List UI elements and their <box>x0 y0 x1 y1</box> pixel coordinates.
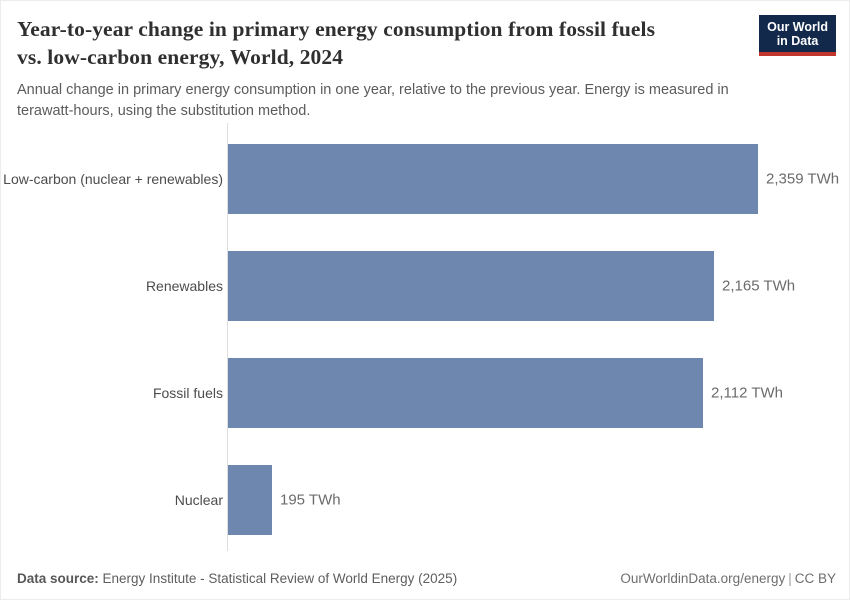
value-label: 2,359 TWh <box>766 170 840 188</box>
chart-subtitle: Annual change in primary energy consumpt… <box>17 80 739 122</box>
owid-url-link[interactable]: OurWorldinData.org/energy <box>620 571 786 586</box>
chart-header: Year-to-year change in primary energy co… <box>17 15 739 122</box>
bar-row-nuclear: Nuclear 195 TWh <box>1 465 849 535</box>
data-source-label: Data source: <box>17 571 99 586</box>
chart-footer: Data source: Energy Institute - Statisti… <box>17 571 836 586</box>
y-axis-line <box>227 123 228 551</box>
category-label: Nuclear <box>174 492 223 508</box>
chart-title-line-2: vs. low-carbon energy, World, 2024 <box>17 45 344 69</box>
category-label: Low-carbon (nuclear + renewables) <box>3 171 223 187</box>
data-source-text: Energy Institute - Statistical Review of… <box>98 571 458 586</box>
chart-title-line-1: Year-to-year change in primary energy co… <box>17 17 656 41</box>
bar-row-renewables: Renewables 2,165 TWh <box>1 251 849 321</box>
category-label: Fossil fuels <box>152 385 223 401</box>
bar-row-fossil-fuels: Fossil fuels 2,112 TWh <box>1 358 849 428</box>
bar-renewables <box>228 251 714 321</box>
value-label: 2,165 TWh <box>722 277 796 295</box>
value-label: 195 TWh <box>280 491 341 509</box>
footer-separator: | <box>788 571 792 586</box>
category-label: Renewables <box>145 278 223 294</box>
owid-logo-line-2: in Data <box>776 34 819 48</box>
bar-chart: Low-carbon (nuclear + renewables) 2,359 … <box>1 123 849 551</box>
data-source-note: Data source: Energy Institute - Statisti… <box>17 571 457 586</box>
value-label: 2,112 TWh <box>711 384 783 402</box>
chart-title: Year-to-year change in primary energy co… <box>17 15 739 71</box>
owid-logo-line-1: Our World <box>767 20 828 34</box>
bar-low-carbon <box>228 144 758 214</box>
chart-subtitle-line-2: terawatt-hours, using the substitution m… <box>17 103 311 119</box>
bar-nuclear <box>228 465 272 535</box>
bar-row-low-carbon: Low-carbon (nuclear + renewables) 2,359 … <box>1 144 849 214</box>
footer-attribution: OurWorldinData.org/energy | CC BY <box>620 571 836 586</box>
bar-fossil-fuels <box>228 358 703 428</box>
chart-subtitle-line-1: Annual change in primary energy consumpt… <box>17 82 729 98</box>
owid-logo[interactable]: Our World in Data <box>759 15 836 56</box>
license-label: CC BY <box>794 571 836 586</box>
